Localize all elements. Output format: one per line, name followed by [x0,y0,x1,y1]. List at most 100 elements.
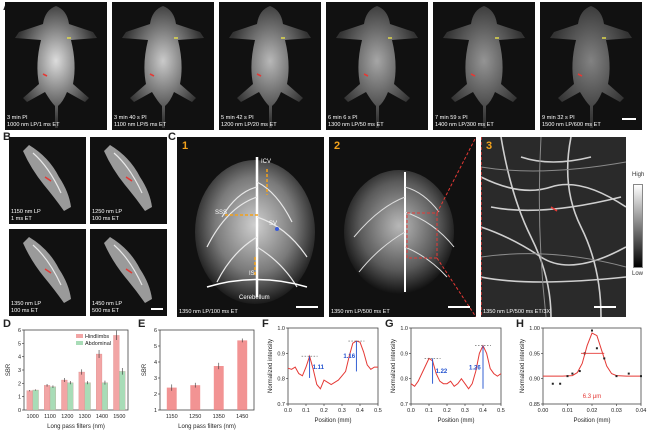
y-tick-label: 0.8 [400,377,408,383]
b-frame-lp: 1450 nm LP [92,300,123,307]
label-is: IS [249,271,255,277]
panel-a-frame: 6 min 6 s PI 1300 nm LP/50 ms ET [326,2,428,130]
colorbar [633,184,643,268]
chart-f: 0.7 0.8 0.9 1.0 Normalized intensity Position… [268,326,382,424]
a-frame-setting: 1000 nm LP/1 ms ET [7,121,60,128]
c2-number: 2 [334,140,341,152]
x-tick-label: 0.02 [587,408,598,414]
a-frame-setting: 1100 nm LP/5 ms ET [114,121,167,128]
x-tick-label: 0.1 [425,408,433,414]
chart-g: 0.7 0.8 0.9 1.0 Normalized intensity Position… [391,326,505,424]
x-tick-label: 0.5 [497,408,505,414]
x-axis-label: Position (mm) [573,418,610,424]
bar [113,335,120,411]
y-tick-label: 1.0 [277,326,285,332]
x-tick-label: 1250 [189,414,201,420]
a-frame-setting: 1300 nm LP/50 ms ET [328,121,384,128]
bar [119,371,126,411]
annotation-label: 1.22 [436,369,448,375]
panel-c3-image: 3 1350 nm LP/500 ms ET/3X [481,137,626,317]
panel-a-frame: 3 min 40 s PI 1100 nm LP/5 ms ET [112,2,214,130]
y-axis-label: Normalized intensity [268,339,274,393]
y-tick-label: 3 [154,376,157,382]
x-tick-label: 1200 [61,414,73,420]
bar [32,389,39,411]
x-tick-label: 0.4 [356,408,364,414]
panel-label-d: D [3,318,11,330]
y-tick-label: 5 [154,344,157,350]
colorbar-low-label: Low [632,271,644,277]
data-point [615,375,618,378]
a-frame-time: 3 min 40 s PI [114,114,147,121]
data-point [640,375,642,378]
scale-bar [151,308,163,310]
y-tick-label: 1 [18,395,21,401]
label-sss: SSS [215,210,228,216]
label-cerebellum: Cerebellum [239,295,270,301]
legend-swatch [76,334,83,338]
bar [166,387,177,410]
a-frame-time: 6 min 6 s PI [328,114,358,121]
annotation-label: 1.26 [469,365,481,371]
x-tick-label: 0.03 [611,408,622,414]
chart-h: 0.85 0.90 0.95 1.00 Normalized intensity Posi… [520,326,646,424]
x-tick-label: 0.3 [461,408,469,414]
panel-b-frame: 1150 nm LP 1 ms ET [9,137,86,224]
y-tick-label: 1.0 [400,326,408,332]
y-tick-label: 4 [154,360,157,366]
a-frame-setting: 1200 nm LP/20 ms ET [221,121,277,128]
data-point [627,372,630,375]
data-point [591,329,593,332]
x-tick-label: 0.00 [538,408,549,414]
data-point [566,375,569,378]
panel-b-frame: 1450 nm LP 500 ms ET [90,229,167,316]
data-point [571,372,574,375]
x-tick-label: 1400 [96,414,108,420]
annotation-label: 1.11 [313,365,325,371]
y-tick-label: 0 [18,408,21,414]
label-icv: ICV [261,159,272,165]
a-frame-time: 7 min 59 s PI [435,114,468,121]
x-tick-label: 1350 [213,414,225,420]
a-frame-time: 5 min 42 s PI [221,114,254,121]
x-tick-label: 0.2 [443,408,451,414]
data-point [551,382,554,385]
x-tick-label: 0.01 [562,408,573,414]
panel-label-g: G [385,318,394,330]
panel-label-e: E [138,318,146,330]
profile-line [287,340,378,390]
colorbar-high-label: High [632,172,645,178]
plot-frame [287,327,379,405]
panel-c1-image: 1 ICV SSS SV IS Cerebellum 1350 nm LP/10… [177,137,324,317]
bar [44,385,51,411]
b-frame-et: 100 ms ET [92,215,120,222]
chart-e: 1 2 3 4 5 6 SBR Long pass filters (nm)1150 1250 1… [142,328,255,430]
scale-bar [296,306,318,308]
profile-line [410,344,502,390]
fit-line [543,332,641,377]
y-tick-label: 0.9 [277,351,285,357]
c3-caption: 1350 nm LP/500 ms ET/3X [483,308,551,315]
y-tick-label: 4 [18,355,21,361]
b-frame-lp: 1250 nm LP [92,208,123,215]
a-frame-time: 9 min 32 s PI [542,114,575,121]
y-axis-label: Normalized intensity [520,339,526,393]
y-tick-label: 1 [154,408,157,414]
plot-frame [542,327,642,405]
fwhm-label: 6.3 μm [583,394,601,400]
x-tick-label: 1500 [113,414,125,420]
bar [26,390,33,411]
y-axis-label: SBR [142,363,148,376]
bar [96,353,103,411]
y-tick-label: 0.90 [529,377,540,383]
y-tick-label: 2 [154,392,157,398]
c1-number: 1 [182,140,189,152]
c2-caption: 1350 nm LP/500 ms ET [331,308,390,315]
x-tick-label: 0.3 [338,408,346,414]
x-tick-label: 0.2 [320,408,328,414]
x-tick-label: 0.0 [284,408,292,414]
x-tick-label: 0.0 [407,408,415,414]
b-frame-lp: 1350 nm LP [11,300,42,307]
a-frame-time: 3 min PI [7,114,28,121]
y-tick-label: 0.7 [277,402,285,408]
